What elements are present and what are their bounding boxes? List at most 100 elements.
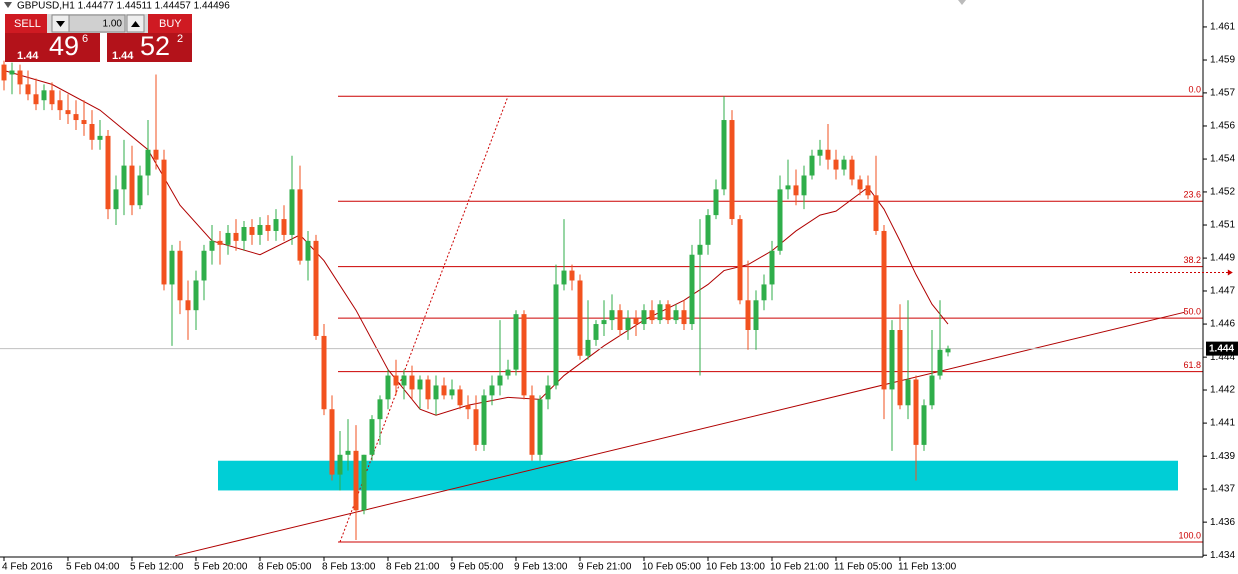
candle-body [113,189,119,210]
candle-body [601,320,607,325]
candle-body [857,179,863,190]
buy-button[interactable] [148,14,192,33]
sell-price-big: 1.44 [17,50,39,62]
candle [185,280,191,340]
candle-body [193,280,199,311]
y-tick-label: 1.446 [1210,319,1235,330]
candle-body [233,232,239,241]
candle [545,375,551,410]
candle-body [353,450,359,511]
candle-body [897,330,903,406]
candle-body [9,70,15,75]
candle [297,165,303,265]
candle [657,300,663,325]
candle-body [585,339,591,356]
current-price-label: 1.444 [1209,343,1234,354]
x-tick-label: 5 Feb 04:00 [66,562,120,573]
y-tick-label: 1.439 [1210,451,1235,462]
y-tick-label: 1.434 [1210,550,1235,561]
candle-body [401,375,407,386]
candle [697,219,703,376]
trendline [339,96,509,543]
candle-body [289,189,295,235]
candle [865,175,871,200]
candle-body [393,375,399,386]
sell-price-box[interactable] [5,33,100,62]
candle-body [265,225,271,231]
candle-body [17,70,23,85]
buy-label[interactable]: BUY [159,18,182,30]
symbol-menu-icon[interactable] [4,2,12,8]
candle-body [673,310,679,321]
candle [857,175,863,196]
candle [73,100,79,130]
candle-body [257,225,263,235]
candle-body [569,270,575,281]
candle-body [889,330,895,390]
candle-body [737,219,743,301]
candle [489,375,495,406]
candle-body [921,405,927,445]
candle [473,395,479,451]
candle [465,395,471,420]
candle-body [345,450,351,455]
candle-body [313,240,319,336]
candle-body [769,250,775,285]
candle-body [713,189,719,216]
axes: 1.4611.4591.4571.4561.4541.4521.4511.449… [2,22,1238,573]
buy-price-box[interactable] [107,33,192,62]
candle-body [1,64,7,81]
sell-button[interactable] [5,14,47,33]
y-tick-label: 1.456 [1210,121,1235,132]
candle [393,359,399,396]
candle-body [681,310,687,325]
arrow-down [56,21,65,27]
lot-input[interactable] [68,14,126,33]
y-tick-label: 1.451 [1210,220,1235,231]
fib-label: 100.0 [1178,530,1201,540]
candle-body [809,155,815,176]
candle [57,90,63,121]
candle [305,230,311,281]
x-tick-label: 9 Feb 13:00 [514,562,568,573]
x-tick-label: 4 Feb 2016 [2,562,53,573]
candle [665,300,671,325]
candle [769,240,775,301]
candle [25,70,31,101]
candle-body [25,84,31,95]
candle-body [297,189,303,261]
candle-body [465,405,471,410]
candle-body [721,120,727,190]
candle [737,215,743,305]
candle [809,149,815,180]
candle [97,120,103,150]
plot-area: 0.0 23.6 38.2 50.0 61.8 100.0 [0,60,1203,557]
candle [385,369,391,410]
sell-label[interactable]: SELL [14,18,41,30]
candle-body [849,159,855,180]
x-tick-label: 8 Feb 13:00 [322,562,376,573]
candle-body [273,219,279,231]
candle-body [433,385,439,400]
candle [521,310,527,400]
scroll-marker [958,0,966,5]
candle-body [329,409,335,475]
candle [217,230,223,265]
candle [209,225,215,265]
candle [649,300,655,325]
arrow-up [131,21,140,27]
candle [937,300,943,380]
candle [633,310,639,336]
candle-body [577,280,583,356]
candle [833,149,839,180]
candle-body [593,324,599,340]
candle-body [545,385,551,400]
candle-body [801,175,807,196]
candle-body [473,409,479,445]
candle [929,330,935,410]
lot-value[interactable]: 1.00 [103,19,123,30]
candle-body [665,304,671,321]
candle [425,375,431,410]
y-tick-label: 1.461 [1210,22,1235,33]
